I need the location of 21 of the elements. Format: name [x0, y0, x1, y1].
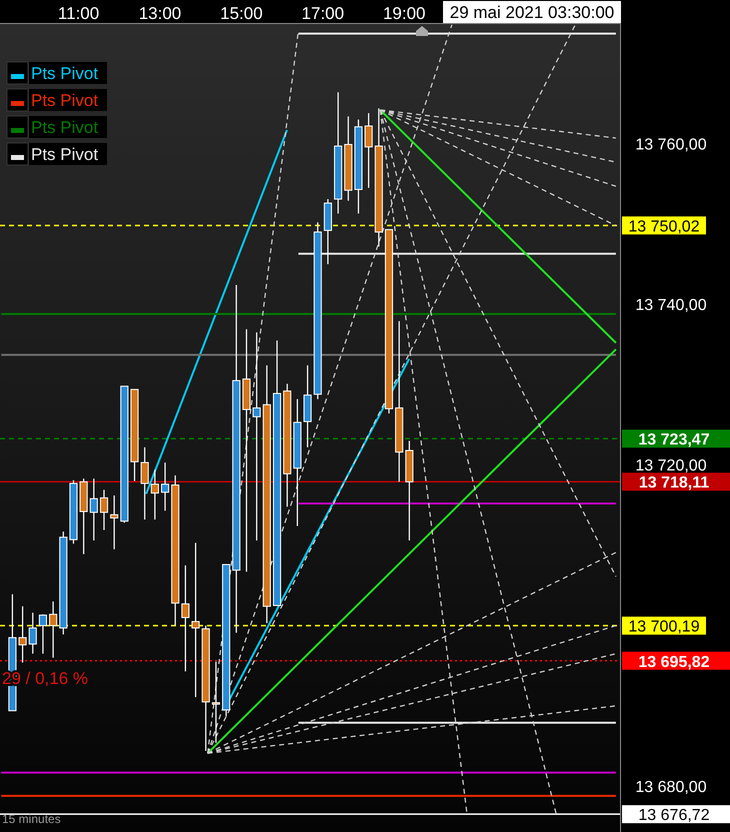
ref-line-label: 13 750,02	[628, 218, 700, 236]
ref-line-label: 13 718,11	[638, 474, 710, 492]
ref-line-label: 13 700,19	[628, 618, 700, 636]
y-tick-label: 13 720,00	[635, 458, 707, 475]
x-tick-label: 11:00	[58, 4, 100, 23]
legend-label: Pts Pivot	[31, 145, 98, 164]
legend-label: Pts Pivot	[31, 118, 98, 137]
text: 29 mai 2021 03:30:00	[450, 3, 614, 22]
y-tick-label: 13 760,00	[635, 136, 707, 154]
x-tick-label: 17:00	[302, 4, 344, 23]
annotation: 15 minutes	[2, 812, 61, 826]
ref-line-label: 13 676,72	[638, 807, 710, 824]
x-tick-label: 19:00	[382, 4, 426, 23]
ref-line-label: 13 695,82	[638, 654, 710, 671]
x-tick-label: 13:00	[138, 4, 182, 23]
legend-label: Pts Pivot	[31, 91, 98, 110]
legend-label: Pts Pivot	[31, 64, 98, 83]
y-tick-label: 13 740,00	[635, 296, 707, 314]
ref-line-label: 13 723,47	[638, 432, 710, 449]
y-tick-label: 13 680,00	[635, 778, 707, 796]
x-tick-label: 15:00	[220, 4, 263, 23]
